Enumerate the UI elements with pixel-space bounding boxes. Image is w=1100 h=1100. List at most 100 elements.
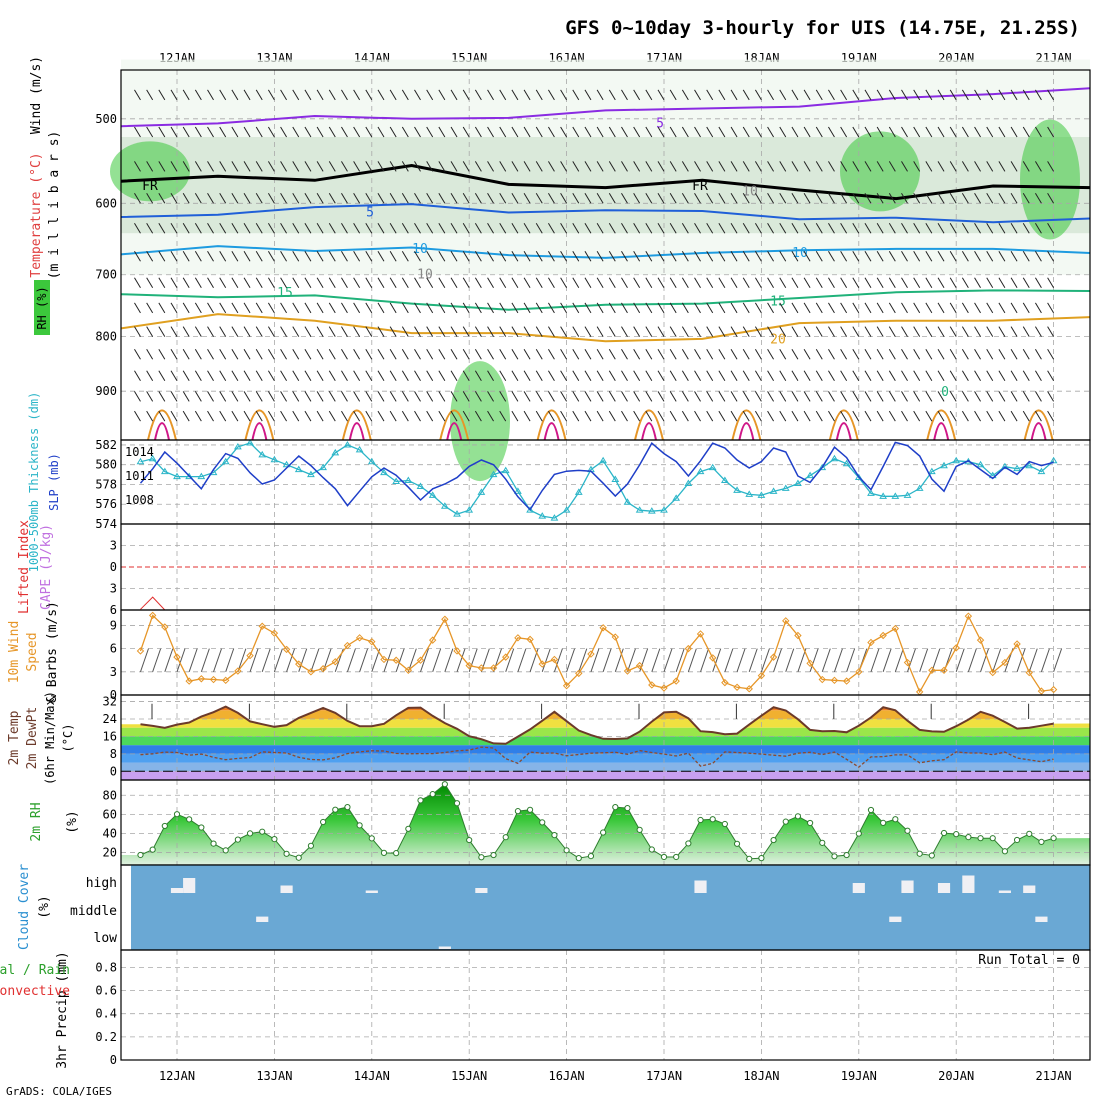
upper-wind-barb bbox=[194, 251, 202, 262]
upper-wind-barb bbox=[377, 348, 385, 360]
thickness-point bbox=[489, 470, 498, 478]
surface-wind-barb bbox=[907, 648, 916, 672]
upper-wind-barb bbox=[937, 370, 945, 382]
upper-wind-barb bbox=[474, 126, 482, 138]
upper-wind-barb bbox=[255, 193, 263, 204]
surface-wind-barb bbox=[273, 648, 283, 672]
upper-wind-barb bbox=[681, 370, 689, 382]
upper-wind-barb bbox=[974, 193, 981, 204]
upper-wind-barb bbox=[377, 410, 385, 422]
upper-wind-barb bbox=[182, 126, 190, 138]
upper-wind-barb bbox=[645, 302, 653, 314]
upper-wind-barb bbox=[657, 222, 665, 234]
upper-wind-barb bbox=[426, 391, 434, 402]
rh-point bbox=[880, 819, 887, 826]
upper-wind-barb bbox=[876, 277, 884, 289]
upper-wind-barb bbox=[341, 326, 348, 337]
upper-wind-barb bbox=[791, 410, 799, 422]
rh-point bbox=[770, 836, 777, 844]
upper-wind-barb bbox=[706, 370, 714, 382]
thickness-point bbox=[794, 479, 802, 486]
upper-wind-barb bbox=[901, 410, 908, 422]
upper-wind-barb bbox=[547, 326, 555, 337]
temp-color-band bbox=[121, 695, 1090, 702]
upper-wind-barb bbox=[925, 89, 933, 101]
upper-wind-barb bbox=[596, 277, 604, 289]
upper-wind-barb bbox=[657, 410, 665, 422]
upper-wind-barb bbox=[1022, 391, 1030, 402]
upper-wind-barb bbox=[596, 391, 604, 402]
rh-point bbox=[697, 816, 704, 824]
upper-wind-barb bbox=[1022, 126, 1030, 138]
thickness-point bbox=[367, 457, 376, 465]
upper-wind-barb bbox=[280, 222, 288, 234]
upper-wind-barb bbox=[633, 126, 641, 138]
upper-wind-barb bbox=[414, 410, 421, 422]
thickness-point bbox=[514, 487, 522, 494]
upper-wind-barb bbox=[754, 126, 762, 138]
upper-wind-barb bbox=[669, 89, 677, 101]
upper-wind-barb bbox=[803, 302, 811, 314]
upper-wind-barb bbox=[182, 326, 190, 337]
upper-wind-barb bbox=[986, 302, 994, 314]
upper-wind-barb bbox=[267, 251, 275, 262]
upper-wind-barb bbox=[146, 193, 154, 204]
upper-wind-barb bbox=[657, 370, 665, 382]
upper-wind-barb bbox=[146, 302, 154, 314]
upper-wind-barb bbox=[474, 193, 482, 204]
upper-wind-barb bbox=[840, 370, 848, 382]
upper-wind-barb bbox=[462, 126, 470, 138]
slp-tick-label: 1014 bbox=[125, 445, 154, 459]
thickness-point bbox=[465, 506, 474, 513]
upper-wind-barb bbox=[608, 370, 616, 382]
surface-wind-barb bbox=[359, 648, 369, 672]
upper-wind-barb bbox=[450, 277, 458, 289]
upper-wind-barb bbox=[681, 391, 689, 402]
upper-wind-barb bbox=[1047, 126, 1055, 138]
upper-wind-barb bbox=[487, 193, 494, 204]
upper-wind-barb bbox=[584, 410, 592, 422]
wind-speed-point bbox=[1049, 685, 1058, 694]
upper-wind-barb bbox=[669, 391, 677, 402]
upper-wind-barb bbox=[328, 370, 336, 382]
upper-wind-barb bbox=[1047, 370, 1055, 382]
upper-wind-barb bbox=[767, 410, 775, 422]
upper-wind-barb bbox=[633, 193, 641, 204]
rh-point bbox=[892, 816, 899, 823]
upper-wind-barb bbox=[669, 161, 677, 172]
upper-wind-barb bbox=[937, 302, 945, 314]
upper-wind-barb bbox=[572, 161, 580, 172]
upper-wind-barb bbox=[779, 126, 787, 138]
upper-wind-barb bbox=[876, 251, 884, 262]
upper-wind-barb bbox=[864, 302, 872, 314]
upper-wind-barb bbox=[986, 370, 994, 382]
upper-wind-barb bbox=[998, 277, 1006, 289]
upper-wind-barb bbox=[986, 222, 994, 234]
upper-wind-barb bbox=[852, 348, 860, 360]
upper-wind-barb bbox=[207, 277, 214, 289]
upper-wind-barb bbox=[316, 410, 324, 422]
wind-speed-point bbox=[806, 659, 814, 668]
upper-wind-barb bbox=[170, 302, 178, 314]
wind-speed-point bbox=[879, 631, 887, 640]
upper-wind-barb bbox=[1022, 193, 1030, 204]
rh-point bbox=[417, 797, 424, 804]
isotherm-spike-inner bbox=[154, 422, 170, 441]
rh-axis-label-part1: 2m RH bbox=[29, 802, 44, 841]
upper-wind-barb bbox=[231, 391, 239, 402]
upper-wind-barb bbox=[219, 370, 227, 382]
upper-wind-barb bbox=[353, 193, 361, 204]
upper-wind-barb bbox=[280, 326, 288, 337]
upper-wind-barb bbox=[986, 348, 994, 360]
upper-wind-barb bbox=[194, 302, 202, 314]
upper-wind-barb bbox=[767, 251, 775, 262]
upper-wind-barb bbox=[523, 277, 531, 289]
upper-wind-barb bbox=[681, 348, 689, 360]
upper-wind-barb bbox=[1022, 222, 1030, 234]
surface-wind-barb bbox=[882, 648, 892, 672]
upper-wind-barb bbox=[134, 391, 141, 402]
thickness-point bbox=[355, 445, 364, 453]
cloud-cover-bar bbox=[998, 890, 1011, 893]
upper-wind-barb bbox=[986, 410, 994, 422]
upper-wind-barb bbox=[572, 89, 580, 101]
